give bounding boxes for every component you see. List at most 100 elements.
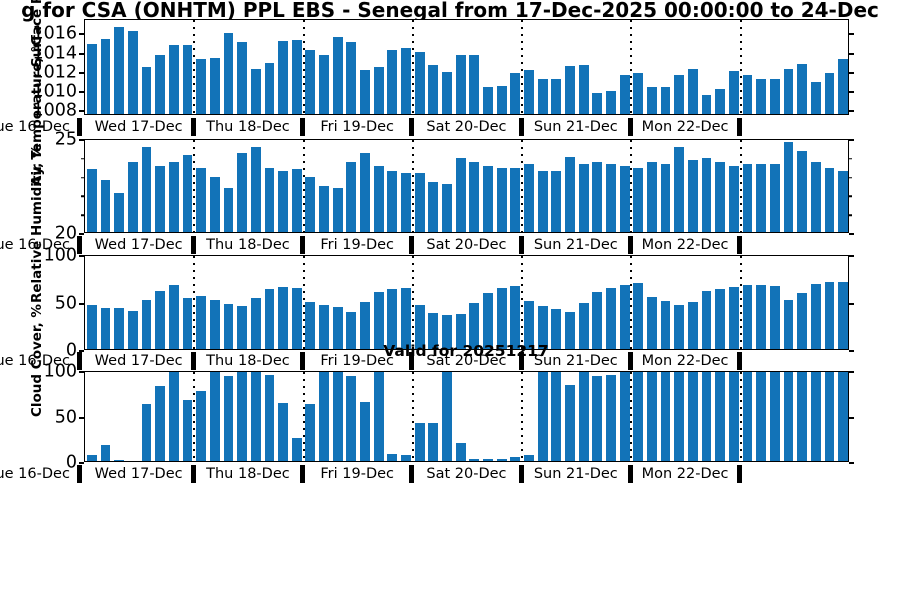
x-tick-label-day: Wed 17-Dec — [94, 237, 183, 253]
x-major-tick — [77, 352, 82, 370]
y-tick-mark — [849, 233, 854, 235]
x-major-tick — [190, 236, 196, 254]
x-major-tick — [409, 236, 415, 254]
bar — [797, 64, 808, 114]
bar — [483, 165, 493, 232]
day-boundary-gridline — [193, 20, 196, 114]
bar — [510, 285, 521, 349]
bar — [824, 372, 835, 461]
y-tick-label: 100 — [43, 361, 77, 382]
bar — [524, 69, 534, 114]
bar — [223, 304, 234, 349]
bar — [565, 66, 575, 114]
y-tick-label: 100 — [43, 245, 77, 266]
y-tick-label: 1008 — [32, 100, 77, 121]
bar — [838, 372, 848, 461]
y-tick-mark — [79, 33, 84, 36]
bar — [783, 68, 794, 114]
bar — [305, 404, 316, 461]
x-tick-label-day: Fri 19-Dec — [320, 466, 395, 482]
bar — [537, 306, 548, 349]
y-tick-mark — [849, 350, 854, 352]
bar — [483, 459, 493, 461]
bar — [633, 372, 644, 461]
bar — [578, 372, 589, 461]
bar — [797, 293, 808, 349]
cloud-cover-plot-area — [85, 372, 848, 461]
bar — [551, 309, 562, 349]
x-major-tick — [190, 118, 196, 136]
bar — [510, 457, 521, 461]
y-tick-label: 0 — [65, 340, 77, 361]
x-tick-label-day: Mon 22-Dec — [641, 237, 729, 253]
bar — [250, 147, 261, 232]
bar — [223, 33, 234, 114]
bar — [824, 282, 835, 349]
bar — [278, 403, 288, 461]
bar — [824, 72, 835, 114]
bar — [496, 459, 507, 461]
bar — [428, 182, 439, 232]
y-tick-mark — [849, 52, 854, 55]
bar — [728, 286, 739, 349]
x-tick-label-day: Sat 20-Dec — [426, 466, 507, 482]
bar — [483, 86, 493, 114]
bar — [264, 374, 275, 461]
bar — [209, 57, 220, 114]
bar — [728, 70, 739, 114]
bar — [305, 50, 316, 114]
bar — [346, 375, 357, 461]
bar — [114, 308, 125, 349]
bar — [100, 444, 111, 461]
bar — [442, 71, 452, 114]
bar — [250, 68, 261, 114]
bar — [155, 54, 166, 114]
bar — [701, 158, 712, 232]
x-tick-label-day: Sun 21-Dec — [533, 119, 618, 135]
bar — [742, 284, 753, 349]
y-tick-mark — [849, 158, 852, 160]
bar — [810, 372, 821, 461]
y-tick-mark — [79, 302, 84, 305]
bar — [278, 40, 288, 114]
bar — [223, 187, 234, 232]
y-tick-mark — [79, 71, 84, 74]
y-tick-label: 0 — [65, 452, 77, 473]
bar — [360, 402, 370, 461]
bar — [783, 372, 794, 461]
y-tick-mark — [849, 416, 854, 419]
bar — [182, 400, 193, 461]
y-tick-mark — [81, 176, 84, 179]
x-major-tick — [77, 465, 82, 483]
bar — [674, 305, 685, 349]
bar — [305, 176, 316, 232]
bar — [291, 287, 302, 349]
x-tick-label-day: Thu 18-Dec — [206, 119, 290, 135]
day-boundary-gridline — [739, 20, 742, 114]
x-major-tick — [518, 465, 524, 483]
bar — [769, 372, 780, 461]
day-boundary-gridline — [630, 20, 633, 114]
x-major-tick — [627, 236, 633, 254]
x-major-tick — [627, 118, 633, 136]
y-tick-mark — [849, 195, 852, 198]
y-tick-mark — [79, 371, 84, 373]
bar — [196, 167, 207, 232]
bar — [769, 79, 780, 114]
valid-for-annotation: Valid for 20251217 — [383, 342, 549, 360]
x-tick-label-day: Sun 21-Dec — [533, 237, 618, 253]
bar — [469, 303, 480, 349]
bar — [647, 162, 657, 232]
bar — [86, 169, 97, 232]
bar — [141, 404, 152, 461]
day-boundary-gridline — [411, 20, 414, 114]
x-tick-label-tue16: Tue 16-Dec — [0, 353, 70, 369]
bar — [769, 163, 780, 232]
x-major-tick — [627, 352, 633, 370]
bar — [155, 386, 166, 461]
bar — [373, 67, 384, 114]
x-tick-label-day: Fri 19-Dec — [320, 237, 395, 253]
bar — [674, 75, 685, 114]
day-boundary-gridline — [521, 372, 524, 461]
bar — [209, 299, 220, 349]
